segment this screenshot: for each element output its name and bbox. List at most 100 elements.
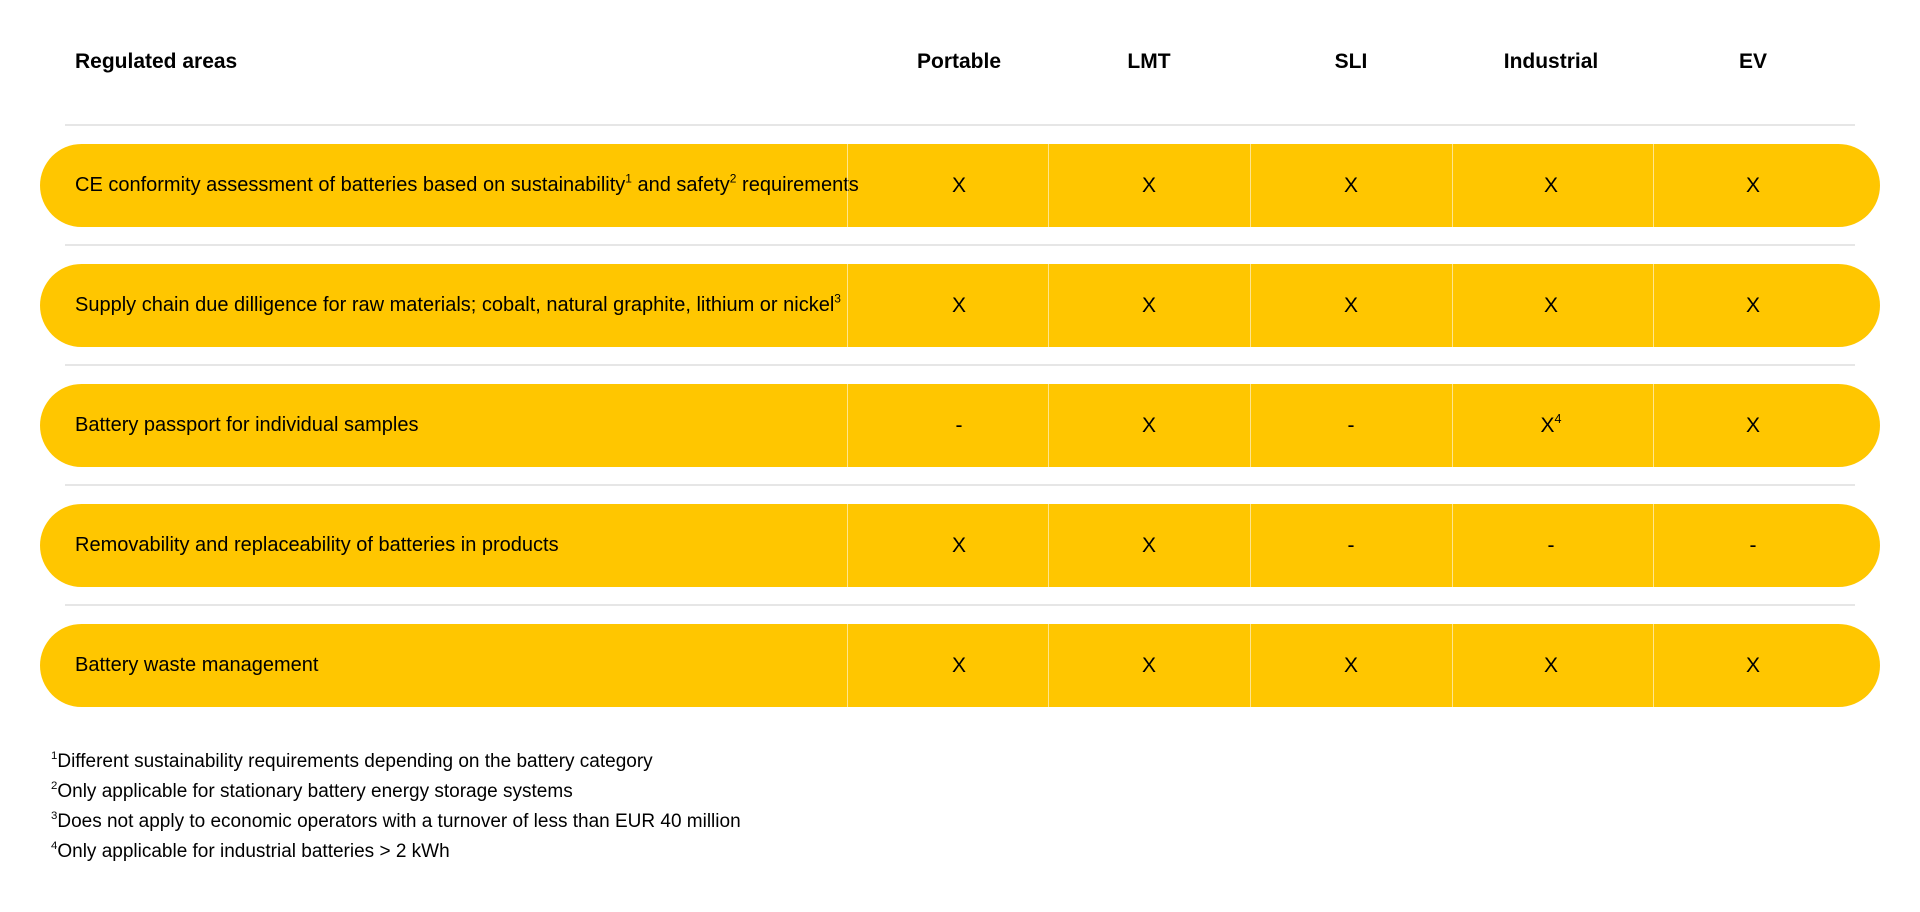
footnote-text: Only applicable for industrial batteries…	[57, 841, 450, 862]
column-divider	[1250, 384, 1251, 467]
cell-industrial: X	[1544, 624, 1558, 707]
table-row: Removability and replaceability of batte…	[40, 504, 1880, 587]
regulated-area-label: CE conformity assessment of batteries ba…	[75, 144, 865, 227]
footnote-ref: 3	[834, 291, 841, 306]
row-separator	[65, 244, 1855, 246]
column-divider	[847, 144, 848, 227]
footnote-ref: 2	[729, 171, 737, 186]
footnote: 1Different sustainability requirements d…	[51, 747, 741, 777]
cell-value: X	[1141, 413, 1157, 437]
cell-lmt: X	[1142, 504, 1156, 587]
cell-value: X	[1141, 293, 1157, 317]
column-divider	[1048, 384, 1049, 467]
column-divider	[1452, 384, 1453, 467]
cell-industrial: X4	[1540, 384, 1561, 467]
column-divider	[1452, 144, 1453, 227]
cell-value: -	[1547, 533, 1555, 557]
regulated-area-label: Supply chain due dilligence for raw mate…	[75, 264, 865, 347]
footnote-ref: 4	[1554, 411, 1562, 426]
cell-value: X	[1745, 293, 1761, 317]
cell-value: -	[1347, 533, 1355, 557]
header-lmt: LMT	[1127, 50, 1171, 73]
column-divider	[1452, 504, 1453, 587]
column-divider	[1250, 264, 1251, 347]
cell-value: X	[951, 653, 967, 677]
regulated-area-label: Battery waste management	[75, 624, 865, 707]
cell-value: X	[951, 293, 967, 317]
header-portable: Portable	[916, 50, 1002, 73]
cell-ev: -	[1750, 504, 1757, 587]
cell-value: X	[1543, 293, 1559, 317]
footnote-ref: 1	[625, 171, 632, 186]
cell-value: -	[1347, 413, 1355, 437]
column-divider	[1250, 144, 1251, 227]
column-divider	[1048, 504, 1049, 587]
cell-sli: X	[1344, 624, 1358, 707]
cell-value: -	[955, 413, 963, 437]
cell-value: X	[1543, 173, 1559, 197]
cell-ev: X	[1746, 624, 1760, 707]
cell-value: -	[1749, 533, 1757, 557]
cell-portable: X	[952, 624, 966, 707]
cell-value: X	[1141, 173, 1157, 197]
cell-industrial: X	[1544, 144, 1558, 227]
cell-value: X	[1540, 413, 1555, 437]
cell-sli: -	[1348, 384, 1355, 467]
cell-portable: X	[952, 504, 966, 587]
cell-lmt: X	[1142, 384, 1156, 467]
footnotes: 1Different sustainability requirements d…	[51, 747, 741, 867]
table-row: CE conformity assessment of batteries ba…	[40, 144, 1880, 227]
table-row: Battery passport for individual samples -…	[40, 384, 1880, 467]
footnote: 2Only applicable for stationary battery …	[51, 777, 741, 807]
cell-lmt: X	[1142, 264, 1156, 347]
cell-value: X	[951, 173, 967, 197]
column-divider	[1653, 384, 1654, 467]
cell-sli: -	[1348, 504, 1355, 587]
footnote: 3Does not apply to economic operators wi…	[51, 807, 741, 837]
footnote-number: 2	[51, 780, 58, 793]
row-separator	[65, 484, 1855, 486]
cell-ev: X	[1746, 384, 1760, 467]
column-divider	[1048, 144, 1049, 227]
column-divider	[847, 504, 848, 587]
cell-portable: X	[952, 144, 966, 227]
column-divider	[1250, 504, 1251, 587]
cell-sli: X	[1344, 264, 1358, 347]
cell-value: X	[1141, 653, 1157, 677]
column-divider	[1452, 264, 1453, 347]
area-text: Supply chain due dilligence for raw mate…	[75, 294, 835, 316]
cell-industrial: -	[1548, 504, 1555, 587]
cell-ev: X	[1746, 144, 1760, 227]
footnote-text: Only applicable for stationary battery e…	[57, 781, 573, 802]
column-divider	[847, 384, 848, 467]
header-industrial: Industrial	[1503, 50, 1599, 73]
column-divider	[1452, 624, 1453, 707]
area-text: requirements	[736, 174, 859, 196]
footnote-number: 4	[51, 840, 58, 853]
cell-value: X	[951, 533, 967, 557]
column-divider	[1653, 264, 1654, 347]
footnote-text: Different sustainability requirements de…	[57, 751, 653, 772]
footnote-number: 3	[51, 810, 58, 823]
area-text: Removability and replaceability of batte…	[75, 534, 559, 556]
column-divider	[847, 624, 848, 707]
area-text: CE conformity assessment of batteries ba…	[75, 174, 626, 196]
cell-value: X	[1745, 173, 1761, 197]
footnote-text: Does not apply to economic operators wit…	[57, 811, 741, 832]
column-divider	[847, 264, 848, 347]
area-text: and safety	[631, 174, 730, 196]
cell-value: X	[1543, 653, 1559, 677]
cell-value: X	[1141, 533, 1157, 557]
row-separator	[65, 364, 1855, 366]
header-sli: SLI	[1334, 50, 1368, 73]
cell-sli: X	[1344, 144, 1358, 227]
row-separator	[65, 604, 1855, 606]
area-text: Battery waste management	[75, 654, 319, 676]
table-row: Battery waste management X X X X X	[40, 624, 1880, 707]
cell-portable: -	[956, 384, 963, 467]
cell-lmt: X	[1142, 624, 1156, 707]
column-divider	[1653, 144, 1654, 227]
column-divider	[1048, 264, 1049, 347]
footnote: 4Only applicable for industrial batterie…	[51, 837, 741, 867]
cell-value: X	[1343, 293, 1359, 317]
